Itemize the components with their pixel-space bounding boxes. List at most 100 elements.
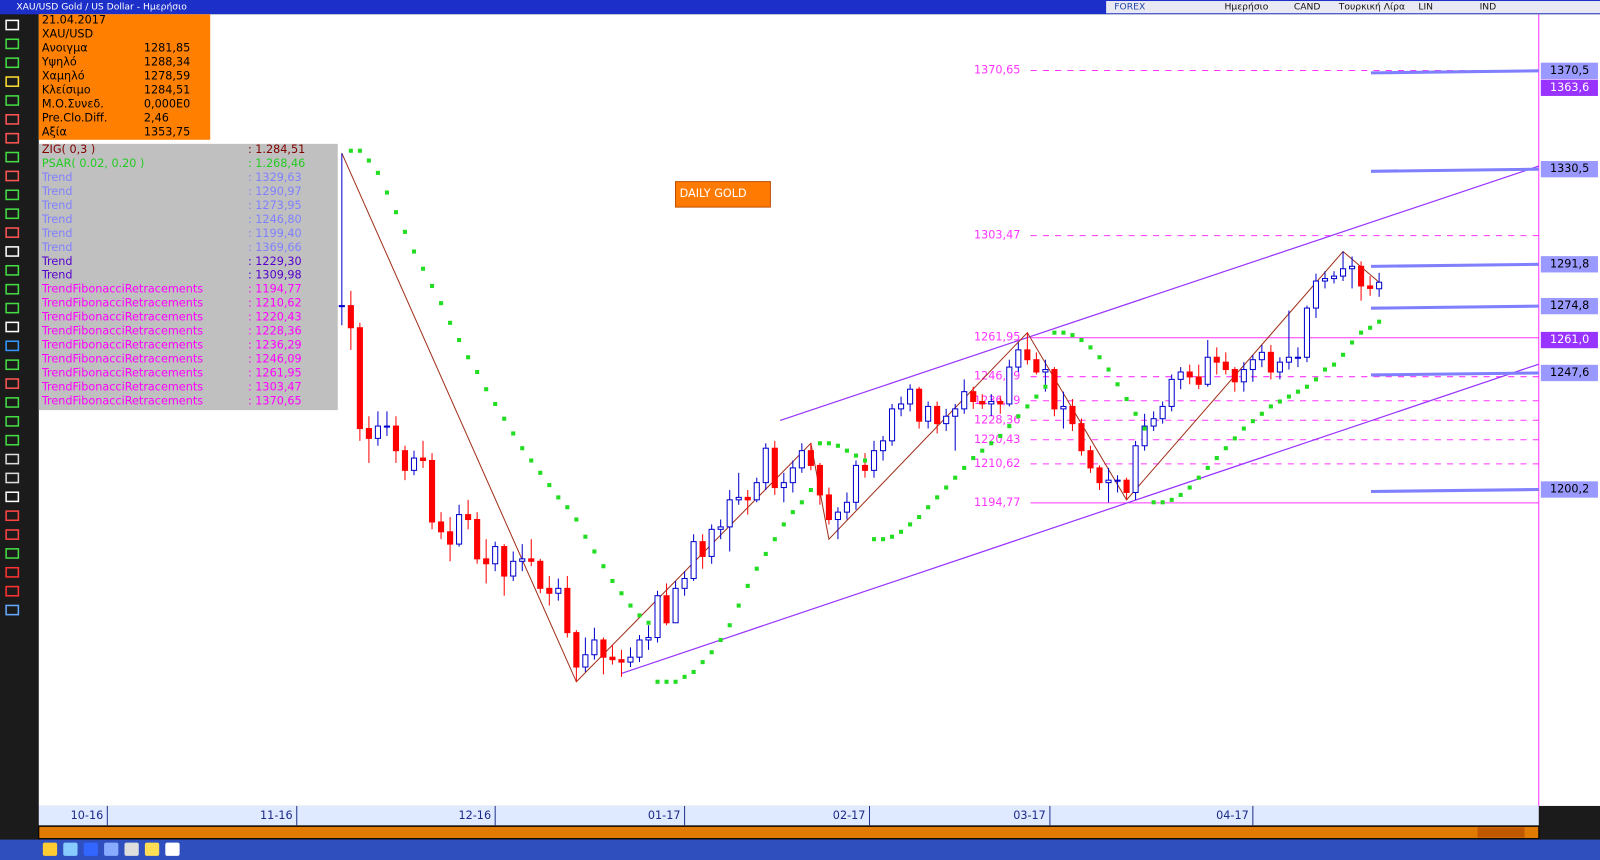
tool-icon[interactable] — [5, 529, 20, 540]
psar-dot — [673, 679, 678, 684]
candle-body — [1321, 278, 1329, 282]
psar-dot — [1106, 367, 1111, 372]
tool-icon[interactable] — [5, 548, 20, 559]
bottom-icon[interactable] — [83, 842, 98, 856]
psar-dot — [1043, 384, 1048, 389]
psar-dot — [1133, 411, 1138, 416]
candle-body — [374, 425, 381, 439]
tool-icon[interactable] — [5, 57, 20, 69]
psar-dot — [619, 591, 624, 596]
candle-body — [1141, 425, 1148, 447]
tool-icon[interactable] — [5, 208, 20, 220]
top-toolbar — [1106, 1, 1600, 14]
tool-icon[interactable] — [5, 453, 20, 465]
tool-icon[interactable] — [5, 246, 20, 257]
scrollbar[interactable] — [38, 825, 1540, 840]
psar-dot — [1205, 465, 1210, 470]
tool-icon[interactable] — [5, 397, 20, 408]
psar-dot — [709, 650, 714, 655]
tool-icon[interactable] — [5, 95, 20, 106]
candle-body — [852, 464, 860, 503]
toolbar-item[interactable]: CAND — [1294, 2, 1321, 13]
tool-icon[interactable] — [5, 472, 20, 484]
candle-body — [789, 467, 796, 484]
tool-icon[interactable] — [5, 264, 20, 276]
psar-dot — [1322, 367, 1328, 372]
tool-icon[interactable] — [5, 283, 20, 295]
tool-icon[interactable] — [5, 76, 20, 87]
indicator-name: PSAR( 0.02, 0.20 ) — [42, 157, 145, 170]
psar-dot — [1277, 399, 1282, 404]
tool-icon[interactable] — [5, 132, 20, 144]
trend-line — [1370, 167, 1539, 173]
tool-icon[interactable] — [5, 302, 20, 314]
level-label: 1247,6 — [1550, 366, 1589, 379]
tool-icon[interactable] — [5, 415, 20, 427]
bottom-icon[interactable] — [104, 842, 119, 856]
info-label: Υψηλό — [41, 56, 77, 69]
psar-dot — [908, 522, 913, 527]
level-tag — [1540, 481, 1598, 498]
candle-body — [898, 403, 905, 410]
bottom-icon[interactable] — [42, 842, 58, 856]
psar-dot — [700, 660, 705, 665]
info-panel — [38, 14, 211, 140]
candle-body — [645, 637, 652, 641]
psar-dot — [718, 637, 723, 643]
tool-icon[interactable] — [5, 227, 20, 238]
bottom-icon[interactable] — [124, 842, 139, 856]
level-label: 1200,2 — [1550, 483, 1589, 496]
candle-body — [1213, 356, 1220, 363]
candle-body — [708, 528, 715, 557]
indicator-panel — [38, 143, 338, 411]
tool-icon[interactable] — [5, 151, 20, 163]
toolbar-item[interactable]: FOREX — [1114, 2, 1145, 13]
tool-icon[interactable] — [5, 434, 20, 446]
psar-dot — [1368, 325, 1373, 330]
tool-icon[interactable] — [5, 510, 20, 522]
bottom-icon[interactable] — [144, 842, 160, 856]
candle-body — [735, 496, 742, 501]
info-value: 1284,51 — [144, 84, 190, 97]
indicator-name: TrendFibonacciRetracements — [41, 353, 203, 366]
bottom-icon[interactable] — [165, 842, 180, 856]
tool-icon[interactable] — [5, 340, 20, 352]
tool-icon[interactable] — [5, 604, 20, 616]
tool-icon[interactable] — [5, 566, 20, 578]
tool-icon[interactable] — [5, 585, 20, 597]
toolbar-item[interactable]: Τουρκική Λίρα — [1338, 2, 1405, 13]
psar-dot — [1178, 492, 1183, 497]
psar-dot — [1214, 456, 1219, 461]
psar-dot — [1061, 330, 1066, 335]
toolbar-item[interactable]: Ημερήσιο — [1224, 2, 1268, 13]
tool-icon[interactable] — [5, 321, 20, 333]
psar-dot — [601, 564, 606, 569]
indicator-name: TrendFibonacciRetracements — [41, 283, 203, 296]
scroll-thumb[interactable] — [1477, 827, 1525, 838]
candle-body — [1060, 405, 1067, 410]
info-value: 2,46 — [144, 112, 169, 125]
toolbar-item[interactable]: IND — [1480, 2, 1497, 13]
toolbar-item[interactable]: LIN — [1418, 2, 1433, 13]
tool-icon[interactable] — [5, 38, 20, 50]
trend-line — [1370, 304, 1539, 310]
candle-body — [1276, 361, 1283, 373]
tool-icon[interactable] — [5, 491, 20, 503]
psar-dot — [844, 448, 849, 453]
candle-body — [1069, 405, 1076, 425]
tool-icon[interactable] — [5, 170, 20, 182]
psar-dot — [574, 517, 579, 522]
tool-icon[interactable] — [5, 359, 20, 371]
psar-dot — [1196, 475, 1201, 480]
candle-body — [1105, 479, 1112, 484]
tool-icon[interactable] — [5, 114, 20, 125]
bottom-icon[interactable] — [63, 842, 78, 856]
indicator-name: TrendFibonacciRetracements — [41, 297, 203, 310]
tool-icon[interactable] — [5, 378, 20, 389]
tool-icon[interactable] — [5, 19, 20, 31]
fib-label: 1303,47 — [974, 229, 1020, 242]
indicator-value: : 1329,63 — [248, 171, 302, 184]
tool-icon[interactable] — [5, 189, 20, 201]
candle-body — [1123, 479, 1130, 493]
